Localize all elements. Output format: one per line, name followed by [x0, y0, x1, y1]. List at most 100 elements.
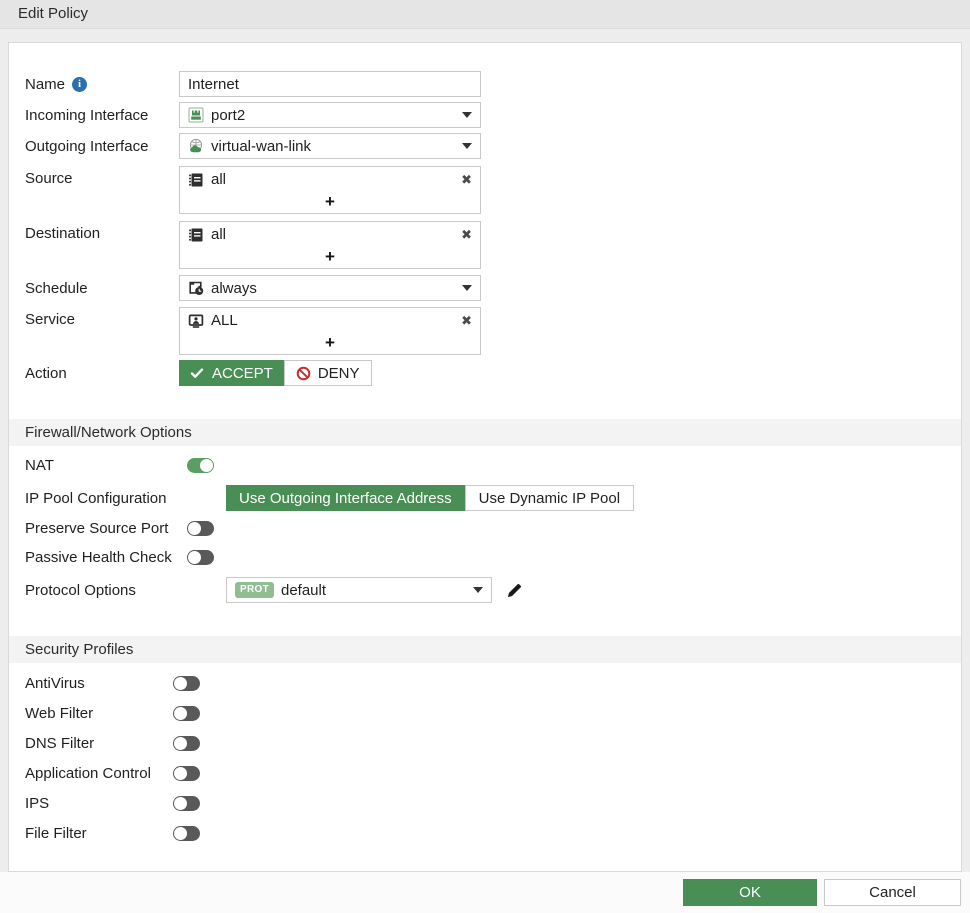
schedule-label: Schedule — [25, 279, 88, 297]
ips-label: IPS — [25, 794, 50, 812]
ips-row: IPS — [25, 794, 961, 812]
antivirus-label: AntiVirus — [25, 674, 85, 692]
footer-bar: OK Cancel — [0, 872, 970, 913]
file-filter-toggle[interactable] — [173, 825, 200, 841]
ethernet-port-icon — [188, 107, 204, 123]
toggle-knob — [200, 458, 213, 472]
policy-form: Name i Incoming Interface port2 — [9, 43, 961, 386]
ips-toggle[interactable] — [173, 795, 200, 811]
page-title: Edit Policy — [0, 0, 970, 29]
incoming-interface-label: Incoming Interface — [25, 106, 149, 124]
application-control-row: Application Control — [25, 764, 961, 782]
edit-policy-panel: Name i Incoming Interface port2 — [8, 42, 962, 872]
address-book-icon — [188, 227, 204, 243]
name-input[interactable] — [179, 71, 481, 97]
protocol-options-row: Protocol Options PROT default — [25, 577, 961, 603]
passive-health-check-row: Passive Health Check — [25, 548, 961, 566]
protocol-options-value: default — [280, 581, 327, 599]
accept-button-label: ACCEPT — [212, 364, 273, 382]
antivirus-toggle[interactable] — [173, 675, 200, 691]
ip-pool-option-dynamic[interactable]: Use Dynamic IP Pool — [464, 485, 635, 511]
dns-filter-row: DNS Filter — [25, 734, 961, 752]
nat-label: NAT — [25, 456, 54, 474]
accept-button[interactable]: ACCEPT — [179, 360, 284, 386]
action-row: Action ACCEPT — [25, 360, 961, 386]
preserve-source-port-label: Preserve Source Port — [25, 519, 169, 537]
web-filter-toggle[interactable] — [173, 705, 200, 721]
protocol-options-control: PROT default — [226, 577, 523, 603]
nat-row: NAT — [25, 456, 961, 474]
security-profiles-section: AntiVirus Web Filter DNS Filter Applicat… — [9, 663, 961, 842]
ip-pool-option-outgoing[interactable]: Use Outgoing Interface Address — [226, 485, 465, 511]
destination-item[interactable]: all ✖ — [180, 222, 480, 247]
chevron-down-icon — [462, 143, 472, 149]
dns-filter-label: DNS Filter — [25, 734, 95, 752]
preserve-source-port-toggle[interactable] — [187, 520, 214, 536]
web-filter-label: Web Filter — [25, 704, 94, 722]
outgoing-interface-row: Outgoing Interface virtual-wan-link — [25, 133, 961, 159]
nat-toggle[interactable] — [187, 457, 214, 473]
source-item[interactable]: all ✖ — [180, 167, 480, 192]
ip-pool-label: IP Pool Configuration — [25, 489, 167, 507]
toggle-knob — [174, 736, 187, 750]
chevron-down-icon — [473, 587, 483, 593]
ip-pool-row: IP Pool Configuration Use Outgoing Inter… — [25, 485, 961, 511]
ip-pool-segmented-control: Use Outgoing Interface Address Use Dynam… — [226, 485, 635, 511]
toggle-knob — [174, 796, 187, 810]
name-label-text: Name — [25, 75, 66, 93]
info-icon[interactable]: i — [72, 76, 88, 92]
chevron-down-icon — [462, 112, 472, 118]
toggle-knob — [174, 766, 187, 780]
passive-health-check-toggle[interactable] — [187, 549, 214, 565]
firewall-options-section: NAT IP Pool Configuration Use Outgoing I… — [9, 446, 961, 603]
schedule-row: Schedule always — [25, 275, 961, 301]
toggle-knob — [174, 706, 187, 720]
service-monitor-icon — [188, 313, 204, 329]
preserve-source-port-row: Preserve Source Port — [25, 519, 961, 537]
application-control-label: Application Control — [25, 764, 151, 782]
outgoing-interface-value: virtual-wan-link — [211, 137, 312, 155]
ok-button[interactable]: OK — [683, 879, 817, 906]
calendar-clock-icon — [188, 280, 204, 296]
service-label: Service — [25, 311, 76, 328]
service-item-label: ALL — [211, 312, 238, 329]
toggle-knob — [174, 826, 187, 840]
service-item[interactable]: ALL ✖ — [180, 308, 480, 333]
source-item-label: all — [211, 171, 227, 188]
destination-add-button[interactable]: + — [325, 247, 335, 266]
service-add-button[interactable]: + — [325, 333, 335, 352]
source-label: Source — [25, 170, 73, 187]
edit-pencil-icon[interactable] — [506, 582, 523, 599]
cancel-button[interactable]: Cancel — [824, 879, 961, 906]
toggle-knob — [188, 550, 201, 564]
protocol-options-select[interactable]: PROT default — [226, 577, 492, 603]
deny-button-label: DENY — [317, 364, 360, 382]
destination-row: Destination all — [25, 221, 961, 269]
schedule-value: always — [211, 279, 257, 297]
remove-source-icon[interactable]: ✖ — [461, 171, 472, 187]
firewall-network-options-header: Firewall/Network Options — [9, 419, 961, 446]
file-filter-row: File Filter — [25, 824, 961, 842]
prot-badge: PROT — [235, 582, 274, 598]
incoming-interface-row: Incoming Interface port2 — [25, 102, 961, 128]
toggle-knob — [188, 521, 201, 535]
chevron-down-icon — [462, 285, 472, 291]
source-box: all ✖ + — [179, 166, 481, 214]
remove-service-icon[interactable]: ✖ — [461, 312, 472, 328]
incoming-interface-select[interactable]: port2 — [179, 102, 481, 128]
action-label: Action — [25, 364, 67, 382]
action-toggle-group: ACCEPT DENY — [179, 360, 372, 386]
outgoing-interface-select[interactable]: virtual-wan-link — [179, 133, 481, 159]
application-control-toggle[interactable] — [173, 765, 200, 781]
antivirus-row: AntiVirus — [25, 674, 961, 692]
globe-wan-link-icon — [188, 138, 204, 154]
deny-button[interactable]: DENY — [283, 360, 372, 386]
deny-prohibition-icon — [296, 366, 311, 381]
source-add-button[interactable]: + — [325, 192, 335, 211]
destination-box: all ✖ + — [179, 221, 481, 269]
incoming-interface-value: port2 — [211, 106, 246, 124]
dns-filter-toggle[interactable] — [173, 735, 200, 751]
toggle-knob — [174, 676, 187, 690]
remove-destination-icon[interactable]: ✖ — [461, 226, 472, 242]
schedule-select[interactable]: always — [179, 275, 481, 301]
